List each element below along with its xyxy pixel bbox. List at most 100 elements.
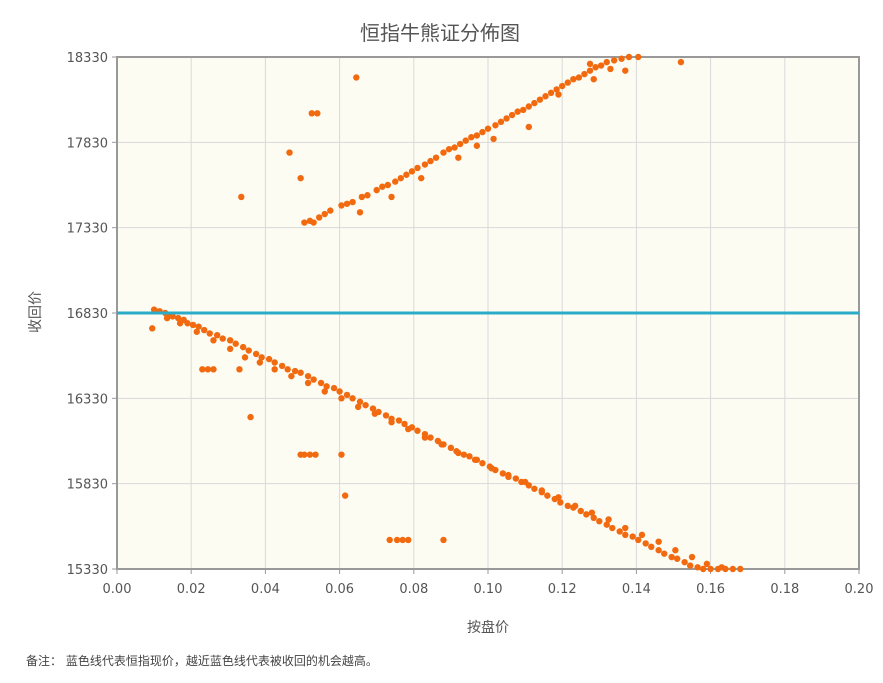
data-point	[379, 183, 386, 190]
data-point	[338, 202, 345, 209]
data-point	[384, 181, 392, 189]
data-point	[206, 330, 213, 337]
data-point	[638, 531, 646, 539]
data-point	[622, 524, 629, 532]
data-point	[356, 209, 364, 216]
data-point	[525, 103, 533, 110]
plot-area: 0.00 0.02 0.04 0.06 0.08 0.10 0.12 0.14 0.16 0.18…	[67, 51, 874, 597]
data-point	[232, 340, 239, 347]
data-point	[392, 178, 399, 185]
data-point	[252, 350, 260, 358]
data-point	[460, 451, 468, 458]
data-point	[447, 444, 455, 452]
data-point	[622, 531, 629, 539]
data-point	[418, 174, 425, 182]
data-point	[401, 420, 408, 428]
scatter-chart: 恒指牛熊证分佈图 0.00 0.02 0.04 0.06 0.08 0.10 0.12 0.1…	[28, 21, 874, 636]
data-point	[488, 465, 495, 472]
data-point	[525, 123, 533, 131]
data-point	[544, 492, 551, 499]
data-point	[314, 110, 321, 117]
data-point	[438, 441, 445, 448]
data-point	[349, 198, 356, 206]
data-point	[440, 536, 447, 544]
data-point	[258, 354, 265, 361]
data-point	[362, 401, 369, 409]
data-point	[729, 565, 737, 573]
x-tick-label: 0.06	[325, 582, 354, 597]
data-point	[466, 453, 473, 460]
data-point	[353, 74, 360, 81]
data-point	[672, 547, 679, 554]
data-point	[163, 314, 171, 322]
y-tick-label: 18330	[67, 51, 108, 66]
data-point	[642, 540, 649, 547]
data-point	[210, 366, 217, 373]
data-point	[386, 536, 393, 544]
data-point	[479, 459, 486, 467]
y-tick-label: 16330	[67, 392, 108, 407]
data-point	[699, 565, 707, 573]
data-point	[427, 157, 434, 165]
x-tick-label: 0.12	[548, 582, 577, 597]
data-point	[371, 410, 379, 417]
data-point	[284, 366, 291, 373]
data-point	[427, 434, 434, 441]
data-point	[497, 118, 505, 126]
data-point	[306, 451, 314, 458]
data-point	[492, 122, 499, 129]
data-point	[471, 456, 479, 463]
data-point	[564, 502, 571, 510]
y-tick-label: 16830	[67, 307, 108, 322]
data-point	[703, 560, 711, 568]
data-point	[286, 149, 293, 156]
data-point	[681, 558, 688, 566]
y-tick-label: 17830	[67, 136, 108, 151]
data-point	[590, 514, 597, 521]
data-point	[536, 96, 544, 103]
data-point	[349, 395, 356, 402]
data-point	[538, 487, 545, 494]
data-point	[278, 362, 286, 370]
data-point	[555, 91, 562, 98]
data-point	[330, 384, 338, 392]
data-point	[473, 132, 481, 139]
data-point	[399, 536, 406, 544]
data-point	[655, 547, 662, 554]
data-point	[226, 345, 234, 353]
data-point	[421, 161, 429, 168]
data-point	[674, 555, 681, 562]
chart-title: 恒指牛熊证分佈图	[360, 21, 520, 45]
data-point	[210, 337, 217, 344]
data-point	[219, 335, 226, 342]
data-point	[484, 125, 492, 132]
y-tick-label: 17330	[67, 222, 108, 237]
data-point	[605, 516, 612, 523]
data-point	[338, 395, 345, 402]
data-point	[327, 207, 334, 214]
data-point	[597, 62, 605, 69]
data-point	[312, 451, 319, 458]
data-point	[236, 366, 243, 373]
data-point	[373, 186, 380, 194]
data-point	[514, 108, 521, 115]
data-point	[505, 471, 512, 479]
data-point	[308, 110, 315, 117]
data-point	[661, 550, 668, 557]
data-point	[297, 174, 304, 182]
data-point	[256, 359, 264, 366]
x-tick-label: 0.04	[251, 582, 280, 597]
data-point	[635, 536, 642, 544]
data-point	[321, 388, 328, 395]
data-point	[358, 193, 366, 201]
data-point	[169, 313, 176, 320]
data-point	[356, 398, 364, 405]
y-axis-label: 收回价	[28, 291, 44, 333]
data-point	[462, 137, 469, 144]
data-point	[571, 502, 579, 510]
data-point	[239, 343, 247, 351]
data-point	[490, 135, 497, 143]
data-point	[451, 144, 458, 151]
data-point	[677, 58, 685, 66]
data-point	[618, 55, 625, 62]
